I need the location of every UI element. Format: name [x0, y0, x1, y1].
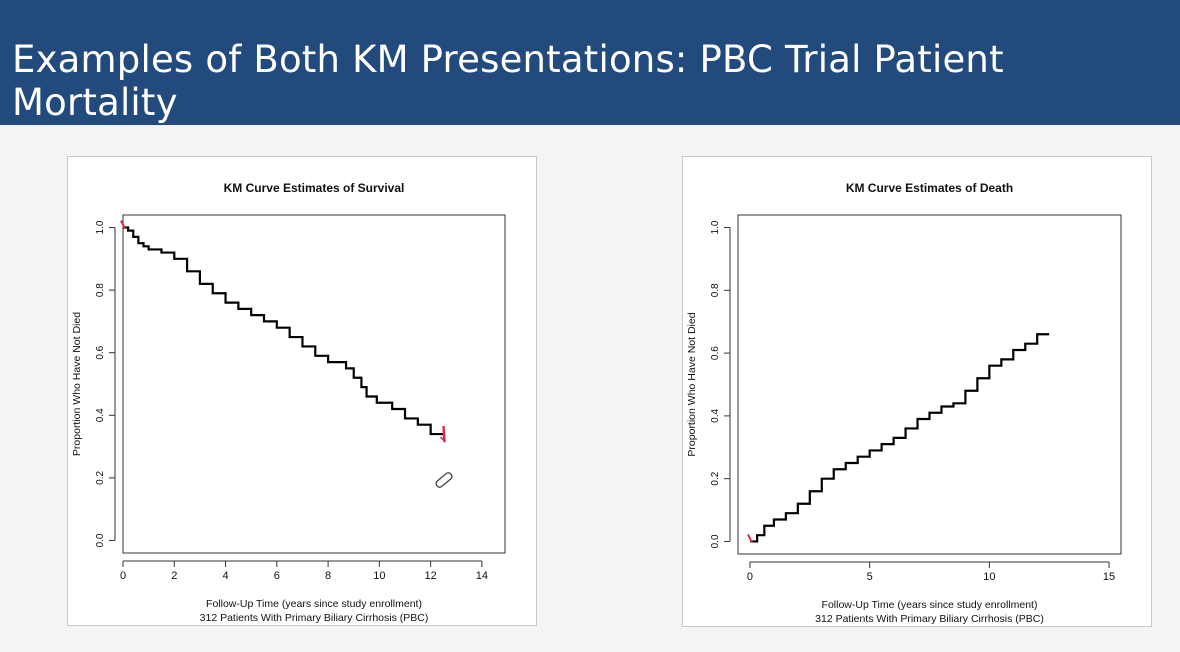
x-tick-label: 15 [1103, 571, 1115, 583]
y-tick-label: 0.2 [95, 471, 106, 485]
km-step-curve [749, 333, 1050, 543]
km-death-panel: KM Curve Estimates of Death 0 5 10 15 0.0 0.2 0… [682, 156, 1152, 627]
x-tick-label: 4 [222, 570, 228, 582]
end-marker-tail [439, 436, 447, 443]
x-tick-label: 12 [425, 570, 437, 582]
km-step-curve [123, 226, 444, 436]
x-tick-label: 14 [476, 570, 488, 582]
end-marker [442, 425, 446, 443]
start-marker [120, 220, 126, 229]
y-tick-label: 0.8 [95, 283, 106, 297]
y-tick-label: 0.0 [95, 533, 106, 547]
x-tick-label: 8 [325, 570, 331, 582]
x-axis-sublabel: 312 Patients With Primary Biliary Cirrho… [815, 613, 1044, 625]
start-marker [747, 533, 753, 543]
slide-header: Examples of Both KM Presentations: PBC T… [0, 0, 1180, 125]
slide-title: Examples of Both KM Presentations: PBC T… [12, 38, 1004, 124]
km-death-chart: KM Curve Estimates of Death 0 5 10 15 0.0 0.2 0… [686, 181, 1122, 625]
x-tick-label: 10 [373, 570, 385, 582]
plot-frame [122, 214, 506, 554]
x-tick-label: 0 [747, 571, 753, 583]
y-tick-label: 0.2 [710, 471, 721, 485]
y-tick-label: 0.6 [710, 346, 721, 360]
chart-title: KM Curve Estimates of Death [846, 181, 1013, 195]
x-axis-label: Follow-Up Time (years since study enroll… [822, 599, 1038, 611]
y-tick-label: 0.4 [95, 408, 106, 422]
x-tick-label: 2 [171, 570, 177, 582]
chart-title: KM Curve Estimates of Survival [224, 181, 405, 195]
y-axis-label: Proportion Who Have Not Died [686, 312, 698, 456]
y-tick-label: 0.6 [95, 345, 106, 359]
y-tick-label: 1.0 [710, 220, 721, 234]
y-tick-label: 1.0 [95, 220, 106, 234]
y-tick-label: 0.8 [710, 283, 721, 297]
pencil-body [435, 472, 453, 488]
km-survival-chart: KM Curve Estimates of Survival 0 2 4 6 8 10 12 1… [71, 181, 506, 624]
x-tick-label: 10 [983, 571, 995, 583]
km-survival-panel: KM Curve Estimates of Survival 0 2 4 6 8 10 12 1… [67, 156, 537, 626]
y-tick-label: 0.0 [710, 534, 721, 548]
x-tick-label: 6 [274, 570, 280, 582]
y-axis-label: Proportion Who Have Not Died [71, 312, 83, 456]
x-axis-label: Follow-Up Time (years since study enroll… [206, 598, 422, 610]
y-tick-label: 0.4 [710, 409, 721, 423]
pencil-cursor-icon [435, 472, 453, 488]
x-tick-label: 5 [867, 571, 873, 583]
x-axis-sublabel: 312 Patients With Primary Biliary Cirrho… [200, 612, 429, 624]
plot-frame [737, 214, 1122, 555]
x-tick-label: 0 [120, 570, 126, 582]
